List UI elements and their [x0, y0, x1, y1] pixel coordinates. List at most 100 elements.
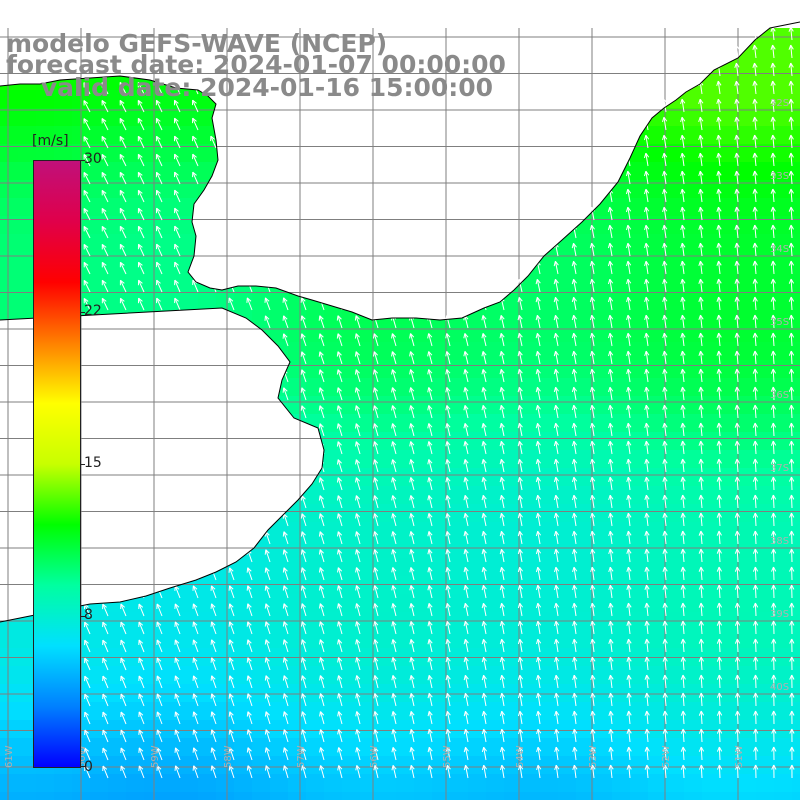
wind-speed-cell	[306, 522, 324, 540]
wind-arrow	[572, 656, 578, 671]
wind-speed-cell	[144, 792, 162, 800]
wind-speed-cell	[522, 360, 540, 378]
wind-speed-cell	[342, 468, 360, 486]
wind-arrow	[137, 207, 145, 221]
wind-speed-cell	[594, 450, 612, 468]
wind-arrow	[626, 458, 632, 473]
wind-speed-cell	[360, 522, 378, 540]
wind-speed-cell	[738, 360, 756, 378]
wind-speed-cell	[792, 450, 800, 468]
wind-arrow	[499, 315, 505, 329]
wind-arrow	[409, 459, 415, 473]
wind-arrow	[698, 746, 705, 761]
wind-speed-cell	[792, 468, 800, 486]
wind-arrow	[499, 584, 505, 599]
wind-arrow	[553, 404, 559, 419]
wind-speed-cell	[378, 540, 396, 558]
wind-arrow	[753, 764, 759, 779]
wind-arrow	[589, 242, 595, 257]
wind-speed-cell	[288, 540, 306, 558]
wind-speed-cell	[108, 126, 126, 144]
wind-speed-cell	[648, 720, 666, 738]
wind-speed-cell	[486, 450, 504, 468]
wind-arrow	[698, 260, 704, 275]
wind-speed-cell	[684, 252, 702, 270]
wind-arrow	[788, 188, 794, 203]
wind-arrow	[716, 152, 722, 167]
wind-arrow	[680, 692, 686, 707]
wind-speed-cell	[720, 558, 738, 576]
wind-speed-cell	[774, 738, 792, 756]
wind-arrow	[553, 494, 560, 509]
wind-arrow	[572, 566, 578, 581]
wind-arrow	[770, 152, 776, 167]
wind-arrow	[84, 675, 91, 689]
wind-speed-cell	[576, 738, 594, 756]
wind-speed-cell	[630, 252, 648, 270]
wind-arrow	[300, 351, 307, 365]
wind-speed-cell	[306, 756, 324, 774]
wind-speed-cell	[612, 720, 630, 738]
wind-arrow	[174, 711, 181, 725]
wind-speed-cell	[216, 792, 234, 800]
wind-speed-cell	[792, 486, 800, 504]
wind-arrow	[589, 314, 596, 329]
wind-speed-cell	[666, 792, 684, 800]
wind-arrow	[427, 567, 433, 581]
wind-speed-cell	[630, 360, 648, 378]
wind-speed-cell	[792, 180, 800, 198]
wind-arrow	[590, 458, 596, 473]
wind-arrow	[427, 710, 433, 725]
wind-arrow	[535, 494, 541, 509]
wind-speed-cell	[666, 486, 684, 504]
wind-speed-cell	[684, 684, 702, 702]
wind-arrow	[101, 154, 109, 167]
wind-arrow	[409, 369, 415, 383]
wind-arrow	[246, 621, 253, 635]
wind-speed-cell	[54, 144, 72, 162]
wind-arrow	[427, 585, 433, 599]
wind-arrow	[318, 333, 325, 347]
wind-arrow	[788, 422, 795, 437]
wind-arrow	[698, 476, 704, 491]
wind-speed-cell	[378, 450, 396, 468]
wind-arrow	[752, 530, 759, 545]
wind-arrow	[716, 314, 722, 329]
wind-speed-cell	[504, 738, 522, 756]
wind-speed-cell	[108, 756, 126, 774]
wind-arrow	[355, 657, 361, 671]
wind-arrow	[626, 278, 632, 293]
wind-speed-cell	[0, 126, 18, 144]
wind-arrow	[698, 404, 704, 419]
wind-arrow	[770, 530, 777, 545]
wind-arrow	[228, 747, 235, 761]
wind-speed-cell	[342, 504, 360, 522]
wind-speed-cell	[540, 522, 558, 540]
wind-arrow	[318, 567, 325, 581]
wind-arrow	[752, 152, 758, 167]
wind-speed-cell	[738, 432, 756, 450]
wind-speed-cell	[468, 738, 486, 756]
wind-arrow	[300, 567, 307, 581]
wind-arrow	[481, 512, 487, 527]
wind-arrow	[607, 296, 614, 311]
wind-speed-cell	[162, 792, 180, 800]
wind-arrow	[716, 710, 723, 725]
wind-arrow	[680, 548, 686, 563]
wind-speed-cell	[0, 108, 18, 126]
wind-speed-cell	[324, 522, 342, 540]
wind-arrow	[752, 332, 758, 347]
wind-speed-cell	[792, 108, 800, 126]
wind-arrow	[716, 764, 723, 779]
wind-speed-cell	[612, 558, 630, 576]
wind-speed-cell	[666, 756, 684, 774]
wind-speed-cell	[144, 180, 162, 198]
coastline	[0, 21, 800, 623]
wind-arrow	[173, 99, 181, 113]
wind-speed-cell	[432, 720, 450, 738]
wind-speed-cell	[576, 504, 594, 522]
wind-arrow	[571, 314, 577, 329]
wind-arrow	[662, 422, 668, 437]
wind-speed-cell	[720, 162, 738, 180]
wind-speed-cell	[396, 594, 414, 612]
